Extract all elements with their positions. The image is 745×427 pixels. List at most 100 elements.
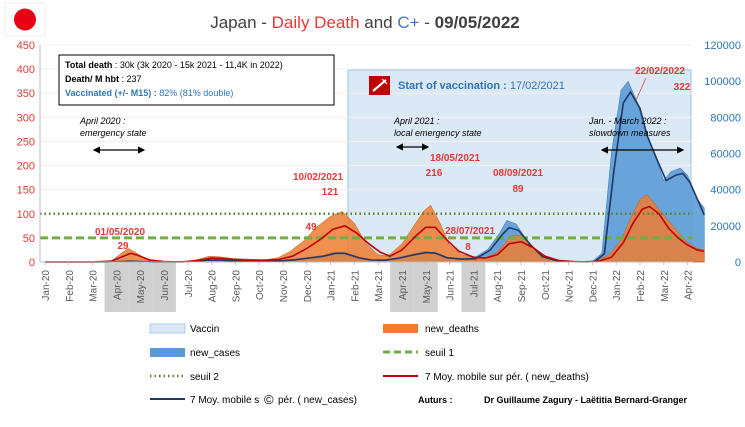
legend-item-new-deaths: new_deaths xyxy=(383,324,479,335)
x-tick-label: Nov-20 xyxy=(279,270,290,303)
info-box: Total death : 30k (3k 2020 - 15k 2021 - … xyxy=(58,54,335,106)
chart-title: Japan - Daily Death and C+ - 09/05/2022 xyxy=(210,13,520,32)
authors-label: Auturs : xyxy=(418,395,453,405)
x-tick-label: May-20 xyxy=(136,270,147,304)
y-left-tick-label: 200 xyxy=(17,161,35,173)
peak-label-jul21-value: 8 xyxy=(465,242,471,253)
shaded-month-jul-21 xyxy=(461,262,486,312)
y-right-tick-label: 120000 xyxy=(704,40,741,52)
annotation-jan22-line2: slowdown measures xyxy=(589,128,671,138)
peak-label-may21-date: 18/05/2021 xyxy=(430,153,480,164)
svg-text:seuil 2: seuil 2 xyxy=(190,372,219,383)
authors-names: Dr Guillaume Zagury - Laëtitia Bernard-G… xyxy=(484,395,688,405)
y-left-tick-label: 450 xyxy=(17,40,35,52)
x-tick-label: Oct-21 xyxy=(541,270,552,300)
svg-text:new_cases: new_cases xyxy=(190,348,240,359)
legend-item-ma7-cases: 7 Moy. mobile s © pér. ( new_cases) xyxy=(150,392,357,407)
info-death-per-million: Death/ M hbt : 237 xyxy=(65,74,142,84)
peak-label-feb22-date: 22/02/2022 xyxy=(635,66,685,77)
legend-item-seuil-2: seuil 2 xyxy=(150,372,219,383)
x-tick-label: Mar-22 xyxy=(660,270,671,302)
x-tick-label: Nov-21 xyxy=(565,270,576,303)
peak-label-feb22-leader xyxy=(635,77,647,101)
y-right-tick-label: 40000 xyxy=(710,185,741,197)
peak-label-may21-value: 216 xyxy=(426,168,443,179)
annotation-apr20-line1: April 2020 : xyxy=(79,116,126,126)
series-ma7-new-cases xyxy=(45,90,706,263)
y-left-tick-label: 400 xyxy=(17,64,35,76)
x-tick-label: Aug-20 xyxy=(208,270,219,303)
y-right-tick-label: 0 xyxy=(735,257,741,269)
x-tick-label: Apr-22 xyxy=(684,270,695,300)
x-tick-label: Feb-22 xyxy=(636,270,647,302)
x-tick-label: Feb-20 xyxy=(65,270,76,302)
series-ma7-new-deaths xyxy=(45,205,705,263)
x-tick-label: Dec-20 xyxy=(303,270,314,303)
y-left-tick-label: 300 xyxy=(17,112,35,124)
y-left-tick-label: 350 xyxy=(17,88,35,100)
svg-text:Vaccin: Vaccin xyxy=(190,324,219,335)
x-tick-label: Sep-21 xyxy=(517,270,528,303)
x-tick-label: Mar-20 xyxy=(89,270,100,302)
x-tick-label: May-21 xyxy=(422,270,433,304)
peak-label-feb22-value: 322 xyxy=(674,82,691,93)
y-left-tick-label: 100 xyxy=(17,209,35,221)
series-new-deaths xyxy=(45,194,705,263)
legend-item-new-cases: new_cases xyxy=(150,348,240,359)
y-right-tick-label: 60000 xyxy=(710,149,741,161)
x-tick-label: Apr-21 xyxy=(398,270,409,300)
x-tick-label: Jun-21 xyxy=(446,270,457,301)
x-tick-label: Jan-20 xyxy=(41,270,52,301)
y-right-tick-label: 100000 xyxy=(704,76,741,88)
peak-label-sep21-date: 08/09/2021 xyxy=(493,168,543,179)
y-right-tick-label: 80000 xyxy=(710,112,741,124)
shaded-month-may-20 xyxy=(128,262,153,312)
annotation-jan22-line1: Jan. - March 2022 : xyxy=(588,116,667,126)
peak-label-feb21-date: 10/02/2021 xyxy=(293,172,343,183)
shaded-month-apr-21 xyxy=(390,262,414,312)
vaccination-label: Start of vaccination : 17/02/2021 xyxy=(398,80,565,92)
x-tick-label: Sep-20 xyxy=(231,270,242,303)
x-tick-label: Dec-21 xyxy=(588,270,599,303)
x-tick-label: Jun-20 xyxy=(160,270,171,301)
peak-label-may20-value: 29 xyxy=(117,241,129,252)
annotation-apr21-line1: April 2021 : xyxy=(393,116,440,126)
peak-label-jan21-value: 49 xyxy=(305,222,317,233)
x-tick-label: Oct-20 xyxy=(255,270,266,300)
peak-label-feb21-value: 121 xyxy=(322,187,339,198)
legend-item-vaccin: Vaccin xyxy=(149,323,219,335)
legend-item-seuil-1: seuil 1 xyxy=(383,348,454,359)
y-left-tick-label: 0 xyxy=(29,257,35,269)
legend-item-ma7-deaths: 7 Moy. mobile sur pér. ( new_deaths) xyxy=(383,372,589,383)
y-left-tick-label: 250 xyxy=(17,136,35,148)
x-tick-label: Aug-21 xyxy=(493,270,504,303)
svg-text:7 Moy. mobile sur pér. ( new_d: 7 Moy. mobile sur pér. ( new_deaths) xyxy=(425,372,589,383)
svg-text:7 Moy. mobile s: 7 Moy. mobile s xyxy=(190,395,259,406)
legend: Vaccin new_deaths new_cases seuil 1 seui… xyxy=(149,323,688,407)
annotation-apr20-line2: emergency state xyxy=(80,128,147,138)
shaded-month-apr-20 xyxy=(104,262,129,312)
svg-text:seuil 1: seuil 1 xyxy=(425,348,454,359)
peak-label-may20-date: 01/05/2020 xyxy=(95,227,145,238)
japan-flag-icon xyxy=(4,2,46,37)
svg-text:new_deaths: new_deaths xyxy=(425,324,479,335)
peak-label-sep21-value: 89 xyxy=(512,184,524,195)
info-total-death: Total death : 30k (3k 2020 - 15k 2021 - … xyxy=(65,60,283,70)
copyright-icon: © xyxy=(264,392,274,407)
annotation-apr21-line2: local emergency state xyxy=(394,128,482,138)
x-tick-label: Jan-21 xyxy=(327,270,338,301)
peak-label-jul21-date: 28/07/2021 xyxy=(445,226,495,237)
x-tick-label: Feb-21 xyxy=(350,270,361,302)
svg-text:pér. ( new_cases): pér. ( new_cases) xyxy=(278,395,357,406)
y-left-tick-label: 150 xyxy=(17,185,35,197)
x-tick-label: Jan-22 xyxy=(612,270,623,301)
x-tick-label: Apr-20 xyxy=(112,270,123,300)
x-tick-label: Jul-20 xyxy=(184,270,195,298)
x-tick-label: Jul-21 xyxy=(469,270,480,298)
shaded-month-may-21 xyxy=(413,262,438,312)
vaccination-syringe-icon xyxy=(369,76,390,95)
y-left-tick-label: 50 xyxy=(23,233,35,245)
shaded-month-jun-20 xyxy=(152,262,176,312)
